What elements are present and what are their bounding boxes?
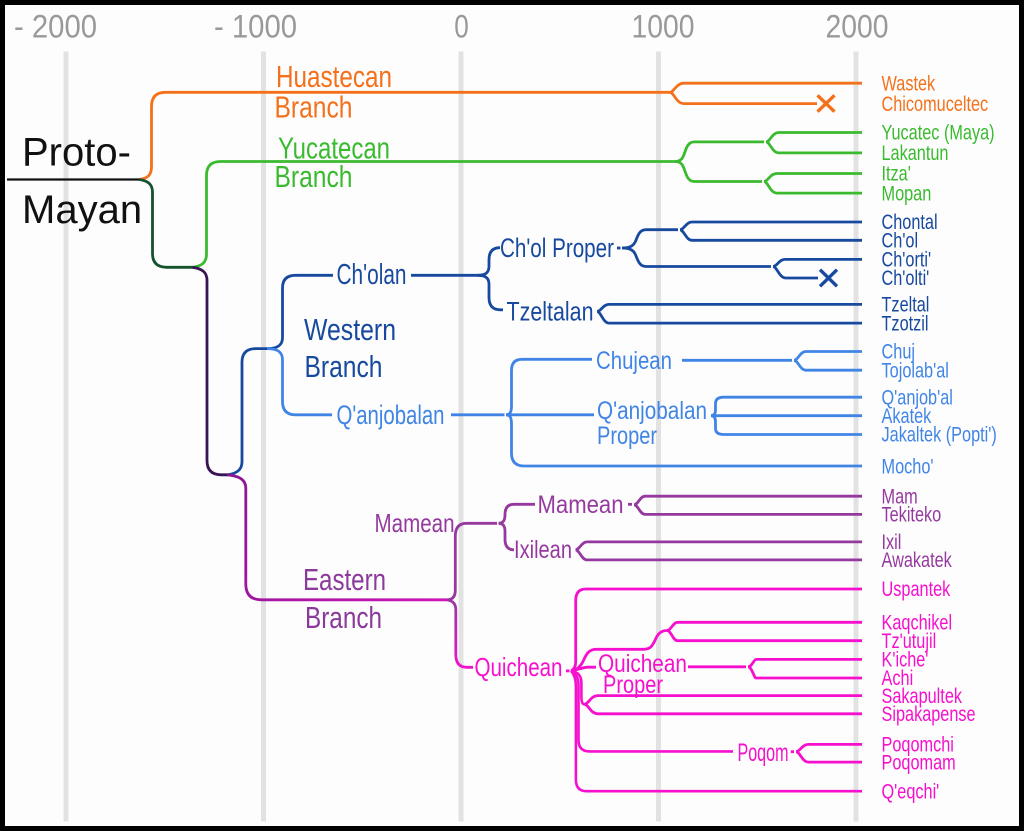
svg-text:Poqom: Poqom — [738, 739, 789, 767]
svg-text:Q'anjobalan: Q'anjobalan — [337, 400, 445, 430]
svg-text:Branch: Branch — [305, 600, 382, 635]
svg-text:Proto-: Proto- — [22, 131, 131, 175]
svg-text:Tzeltalan: Tzeltalan — [507, 296, 594, 326]
svg-text:Western: Western — [304, 312, 396, 347]
svg-text:Q'anjobalan: Q'anjobalan — [597, 397, 707, 425]
svg-text:K'iche': K'iche' — [882, 649, 929, 672]
svg-text:1000: 1000 — [632, 8, 695, 44]
svg-text:Mopan: Mopan — [882, 182, 932, 205]
svg-text:Branch: Branch — [275, 90, 353, 125]
svg-text:Ixil: Ixil — [882, 531, 902, 554]
svg-text:Branch: Branch — [275, 159, 353, 194]
svg-text:Tojolab'al: Tojolab'al — [882, 359, 949, 382]
svg-text:Sakapultek: Sakapultek — [882, 685, 963, 708]
svg-text:Tekiteko: Tekiteko — [882, 504, 942, 527]
svg-text:Quichean: Quichean — [598, 650, 687, 678]
svg-text:Proper: Proper — [603, 671, 663, 699]
svg-text:Branch: Branch — [305, 349, 383, 384]
svg-text:Jakaltek (Popti'): Jakaltek (Popti') — [882, 424, 997, 447]
svg-text:Achi: Achi — [882, 667, 914, 690]
svg-text:Uspantek: Uspantek — [882, 578, 951, 601]
svg-text:Awakatek: Awakatek — [882, 549, 953, 572]
svg-text:Lakantun: Lakantun — [882, 142, 949, 165]
svg-text:Tzeltal: Tzeltal — [882, 294, 930, 317]
svg-text:Kaqchikel: Kaqchikel — [882, 612, 953, 635]
svg-text:Mayan: Mayan — [22, 188, 142, 232]
svg-text:Chicomuceltec: Chicomuceltec — [882, 93, 989, 116]
svg-text:Mamean: Mamean — [538, 491, 624, 519]
svg-text:Mamean: Mamean — [375, 508, 455, 538]
svg-text:Tzotzil: Tzotzil — [882, 312, 929, 335]
svg-text:Mam: Mam — [882, 485, 918, 508]
svg-text:Tz'utujil: Tz'utujil — [882, 630, 937, 653]
svg-text:Huastecan: Huastecan — [276, 59, 392, 94]
svg-text:Ch'ol: Ch'ol — [882, 230, 919, 253]
svg-text:2000: 2000 — [826, 8, 889, 44]
svg-text:Sipakapense: Sipakapense — [882, 703, 976, 726]
svg-text:Ch'olan: Ch'olan — [337, 259, 407, 291]
svg-text:- 2000: - 2000 — [14, 8, 97, 44]
svg-text:Ch'orti': Ch'orti' — [882, 249, 932, 272]
svg-text:Poqomam: Poqomam — [882, 751, 956, 774]
svg-text:Q'anjob'al: Q'anjob'al — [882, 386, 953, 409]
svg-text:Mocho': Mocho' — [882, 455, 934, 478]
svg-text:Eastern: Eastern — [303, 562, 386, 597]
svg-text:Wastek: Wastek — [882, 72, 936, 95]
svg-text:Ch'ol Proper: Ch'ol Proper — [500, 233, 614, 263]
svg-text:Ch'olti': Ch'olti' — [882, 267, 930, 290]
svg-text:Quichean: Quichean — [475, 652, 563, 682]
svg-text:Poqomchi: Poqomchi — [882, 734, 954, 757]
svg-text:Chontal: Chontal — [882, 211, 938, 234]
svg-text:0: 0 — [454, 8, 469, 44]
svg-text:Itza': Itza' — [882, 163, 911, 186]
svg-text:Chuj: Chuj — [882, 341, 916, 364]
svg-text:Proper: Proper — [597, 422, 657, 450]
svg-text:- 1000: - 1000 — [214, 8, 297, 44]
svg-text:Chujean: Chujean — [596, 347, 672, 375]
svg-text:Yucatecan: Yucatecan — [278, 131, 390, 166]
svg-text:Akatek: Akatek — [882, 405, 932, 428]
svg-text:Q'eqchi': Q'eqchi' — [882, 780, 940, 803]
svg-text:Ixilean: Ixilean — [514, 536, 572, 564]
svg-text:Yucatec (Maya): Yucatec (Maya) — [882, 122, 995, 145]
